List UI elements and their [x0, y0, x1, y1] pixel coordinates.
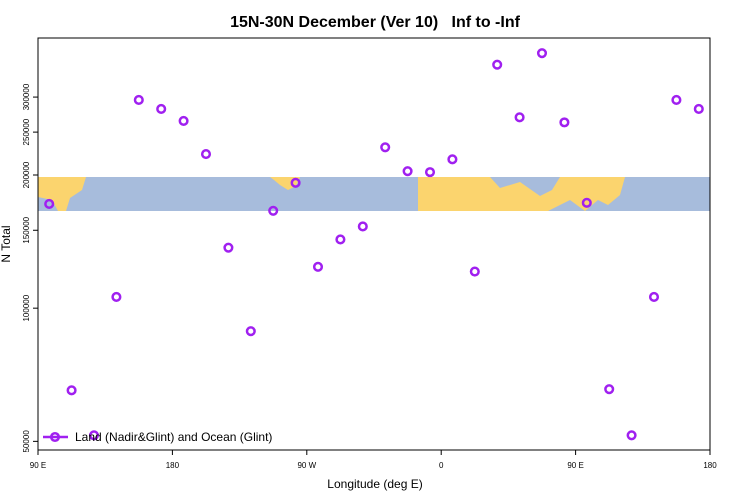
point [648, 291, 660, 303]
y-tick-label: 150000 [22, 216, 31, 243]
point [178, 115, 189, 126]
point [290, 177, 301, 188]
point [44, 198, 55, 210]
x-tick-label: 180 [703, 461, 717, 470]
point [447, 154, 458, 165]
x-axis-label: Longitude (deg E) [327, 477, 422, 491]
y-tick-label: 250000 [22, 118, 31, 145]
point [245, 326, 256, 337]
y-tick-label: 200000 [22, 161, 31, 188]
point [133, 94, 144, 106]
x-tick-label: 90 E [567, 461, 583, 470]
point [66, 385, 77, 396]
x-tick-label: 90 W [297, 461, 316, 470]
point [536, 48, 548, 59]
legend-label: Land (Nadir&Glint) and Ocean (Glint) [75, 430, 272, 444]
point [268, 205, 279, 216]
y-tick-label: 300000 [22, 83, 31, 110]
point [357, 221, 368, 232]
chart-title: 15N-30N December (Ver 10) Inf to -Inf [230, 14, 521, 31]
point [380, 142, 391, 153]
point [671, 94, 682, 106]
point [604, 384, 615, 395]
point [111, 291, 122, 303]
point [626, 430, 637, 441]
y-axis-label: N Total [0, 225, 13, 262]
point [335, 234, 346, 245]
y-tick-label: 100000 [22, 294, 31, 321]
point [223, 242, 234, 253]
point [514, 112, 525, 123]
plot-frame [37, 37, 711, 451]
point [469, 266, 480, 277]
point [312, 261, 324, 272]
point [88, 430, 100, 441]
point [492, 59, 503, 70]
point [156, 103, 167, 115]
point [693, 103, 704, 115]
x-tick-label: 0 [439, 461, 444, 470]
point [424, 167, 436, 178]
y-tick-label: 50000 [22, 430, 31, 453]
x-tick-label: 90 E [30, 461, 46, 470]
x-tick-label: 180 [166, 461, 180, 470]
point [402, 166, 413, 177]
point [559, 117, 570, 128]
point [200, 149, 212, 160]
point [581, 197, 592, 208]
map-band [38, 177, 710, 211]
legend-marker [49, 431, 61, 443]
